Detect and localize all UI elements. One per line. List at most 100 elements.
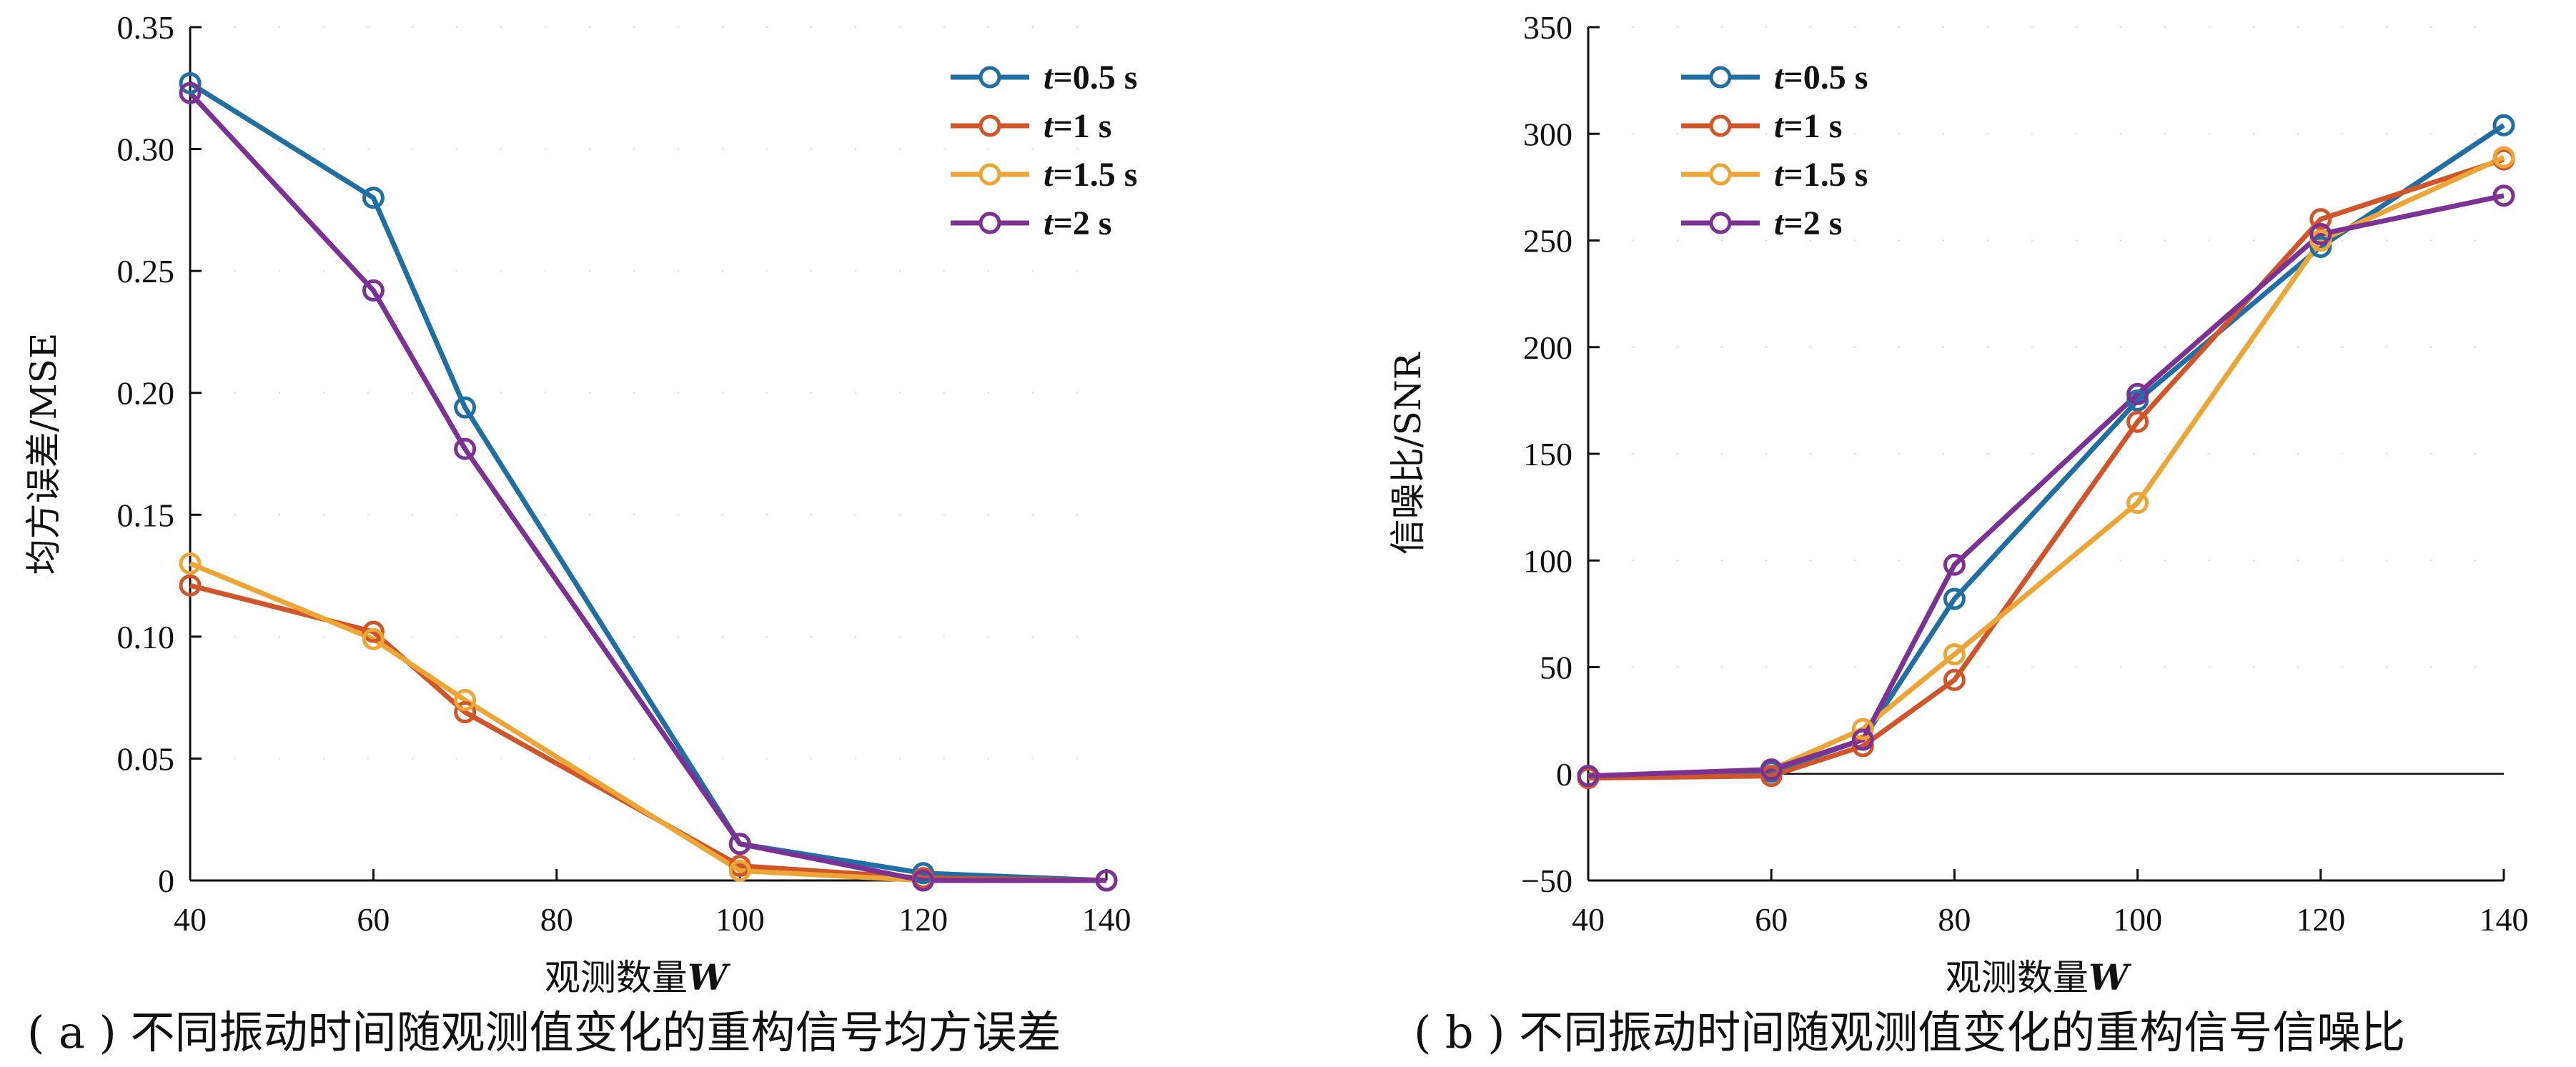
x-tick-label: 100 — [715, 901, 765, 938]
legend-variable: t — [1774, 204, 1785, 242]
data-point — [1943, 668, 1966, 691]
data-point — [362, 187, 385, 209]
x-tick-label: 100 — [2113, 901, 2162, 938]
data-point — [2126, 389, 2149, 412]
x-tick-label: 140 — [2480, 901, 2529, 938]
data-point — [2309, 223, 2332, 246]
legend-entry: t=0.5 s — [1044, 59, 1137, 96]
x-tick-label: 120 — [2296, 901, 2345, 938]
series-line — [189, 81, 1107, 883]
y-tick-label: 0.10 — [117, 619, 175, 655]
data-point — [2492, 184, 2515, 207]
data-point — [2126, 410, 2149, 433]
legend-entry: t=1 s — [1044, 107, 1111, 145]
x-axis-label: 观测数量W — [1946, 956, 2132, 998]
data-point — [1760, 765, 1783, 788]
legend-marker — [979, 114, 1001, 137]
y-tick-label: 0 — [158, 863, 174, 899]
legend-value: =2 s — [1783, 204, 1842, 242]
y-tick-label: 300 — [1523, 116, 1572, 152]
data-point — [179, 574, 202, 597]
y-tick-label: 150 — [1523, 436, 1572, 472]
legend-marker — [1709, 163, 1732, 186]
legend-marker — [979, 212, 1001, 234]
legend-entry: t=1.5 s — [1044, 156, 1137, 194]
data-point — [912, 869, 935, 892]
legend-variable: t — [1774, 107, 1785, 145]
legend-value: =1 s — [1783, 107, 1842, 145]
data-point — [1943, 553, 1966, 576]
legend-entry: t=2 s — [1044, 204, 1111, 242]
y-tick-label: 0.25 — [117, 253, 175, 289]
y-tick-label: 0 — [1556, 756, 1572, 793]
y-tick-label: −50 — [1521, 863, 1572, 899]
legend-entry: t=0.5 s — [1774, 59, 1868, 96]
legend-value: =1.5 s — [1783, 156, 1868, 194]
data-point — [454, 701, 477, 724]
y-tick-label: 0.30 — [117, 131, 175, 168]
series-line — [1587, 193, 2505, 779]
y-tick-label: 0.15 — [117, 497, 175, 533]
data-point — [2492, 114, 2515, 137]
data-point — [2309, 208, 2332, 231]
panel-b-snr-chart: −50 0 50 100 150 200 250 300 350 40 60 80 100 120 140 信… — [1387, 9, 2529, 1058]
x-axis-label: 观测数量W — [545, 956, 731, 998]
legend-marker — [1709, 212, 1732, 234]
data-point — [179, 552, 202, 575]
legend-variable: t — [1044, 156, 1054, 194]
legend-value: =2 s — [1053, 204, 1111, 242]
x-axis-label-text: 观测数量 — [545, 957, 688, 998]
data-point — [454, 437, 477, 460]
data-point — [454, 396, 477, 419]
x-axis-label-text: 观测数量 — [1946, 957, 2089, 998]
legend-entry: t=1 s — [1774, 107, 1842, 145]
data-point — [1577, 765, 1600, 788]
legend-marker — [979, 163, 1001, 186]
data-point — [179, 71, 202, 94]
legend-entry: t=2 s — [1774, 204, 1842, 242]
y-axis-label: 信噪比/SNR — [1387, 352, 1429, 555]
series-line — [188, 91, 1106, 883]
legend-marker — [1709, 66, 1732, 89]
x-tick-label: 40 — [1572, 901, 1605, 938]
panel-a-mse-chart: 0 0.05 0.10 0.15 0.20 0.25 0.30 0.35 40 60 80 100 12… — [23, 9, 1137, 1058]
legend-variable: t — [1774, 156, 1785, 194]
data-point — [1095, 869, 1118, 892]
y-tick-label: 50 — [1540, 650, 1572, 686]
legend-variable: t — [1774, 59, 1785, 96]
legend-value: =1 s — [1053, 107, 1111, 145]
legend-variable: t — [1044, 204, 1054, 242]
legend-value: =0.5 s — [1783, 59, 1868, 96]
y-tick-label: 100 — [1523, 542, 1572, 579]
y-tick-label: 0.20 — [117, 375, 175, 412]
x-tick-label: 80 — [540, 901, 573, 938]
data-point — [1943, 587, 1966, 610]
figure-caption: ( a ) 不同振动时间随观测值变化的重构信号均方误差 — [27, 1006, 1061, 1058]
data-point — [362, 620, 385, 643]
series-line — [189, 561, 1106, 883]
data-point — [454, 689, 477, 712]
y-tick-label: 0.35 — [117, 9, 175, 46]
data-point — [2309, 229, 2332, 252]
y-tick-label: 250 — [1523, 223, 1572, 259]
data-point — [2126, 382, 2149, 405]
data-point — [2309, 235, 2332, 258]
legend-marker — [979, 66, 1001, 89]
x-tick-label: 40 — [174, 901, 207, 938]
data-point — [2492, 146, 2515, 169]
x-tick-label: 60 — [1755, 901, 1788, 938]
legend-entry: t=1.5 s — [1774, 156, 1868, 194]
x-axis-label-variable: W — [2089, 956, 2132, 998]
x-tick-label: 140 — [1082, 901, 1131, 938]
series-line — [1587, 154, 2505, 779]
x-axis-label-variable: W — [688, 956, 731, 998]
y-tick-label: 200 — [1523, 329, 1572, 366]
data-point — [2126, 492, 2149, 515]
data-point — [728, 859, 751, 882]
y-axis-label: 均方误差/MSE — [23, 333, 64, 575]
data-point — [179, 81, 202, 104]
data-point — [1760, 758, 1783, 781]
x-tick-label: 60 — [357, 901, 390, 938]
data-point — [1851, 728, 1874, 751]
